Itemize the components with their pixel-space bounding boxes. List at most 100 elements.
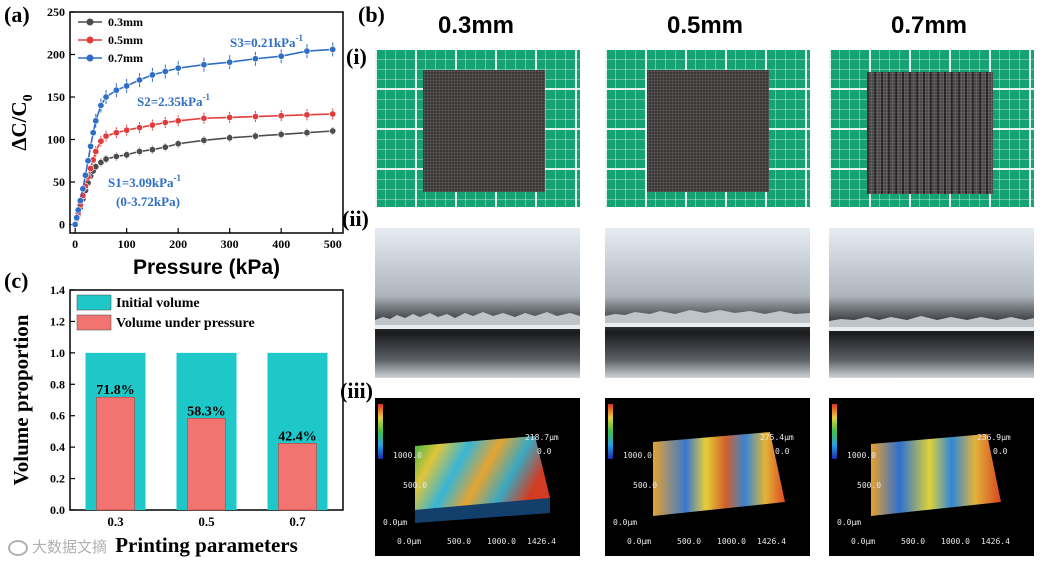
svg-text:500.0: 500.0 [403, 481, 427, 490]
y-tick-label: 0 [59, 218, 65, 232]
film-profile-0-7mm [829, 316, 1034, 331]
colorbar [608, 404, 613, 459]
data-point-0.5mm [161, 119, 169, 127]
data-point-0.5mm [102, 132, 110, 140]
legend-swatch [76, 294, 112, 311]
x-tick-label: 0 [72, 237, 78, 251]
row-label-i: (i) [346, 44, 367, 69]
svg-text:1426.4: 1426.4 [527, 537, 556, 546]
legend-label: Initial volume [116, 296, 200, 311]
y-tick-label: 50 [53, 175, 65, 189]
watermark: 大数据文摘 [8, 536, 107, 557]
data-point-0.7mm [71, 221, 79, 229]
printed-sample-0-5mm [647, 70, 769, 192]
x-tick-label: 200 [169, 237, 187, 251]
legend-marker [86, 36, 94, 44]
data-point-0.3mm [102, 155, 110, 163]
data-point-0.7mm [89, 129, 97, 137]
svg-text:1426.4: 1426.4 [757, 537, 786, 546]
data-point-0.5mm [92, 147, 100, 155]
data-point-0.5mm [329, 110, 337, 118]
data-point-0.3mm [329, 127, 337, 135]
data-point-0.5mm [123, 126, 131, 134]
x-tick-label: 400 [272, 237, 290, 251]
data-point-0.3mm [226, 134, 234, 142]
topography-render-0-3mm: 218.7μm 0.0 1000.0 500.0 0.0μm 0.0μm 500… [378, 404, 559, 546]
panel-label-b: (b) [358, 2, 385, 27]
y-tick-label: 250 [47, 5, 65, 19]
svg-text:500.0: 500.0 [447, 537, 471, 546]
s1-label: S1=3.09kPa-1 [108, 173, 182, 190]
data-point-0.5mm [97, 137, 105, 145]
y-tick-label: 0.2 [50, 472, 65, 486]
data-point-0.3mm [112, 153, 120, 161]
data-point-0.5mm [200, 114, 208, 122]
data-point-0.7mm [73, 214, 81, 222]
chart-a-axes: 0 100 200 300 400 500 0 50 100 150 200 250 Pressure … [7, 5, 344, 279]
bar-data-label: 71.8% [96, 383, 135, 398]
y-tick-label: 0.6 [50, 409, 65, 423]
x-tick-label: 0.3 [107, 514, 124, 529]
data-point-0.7mm [277, 52, 285, 60]
legend-label: 0.3mm [108, 15, 143, 29]
bar-volume-under-pressure [187, 418, 226, 511]
svg-text:1000.0: 1000.0 [717, 537, 746, 546]
legend-label: Volume under pressure [116, 316, 255, 331]
svg-text:500.0: 500.0 [633, 481, 657, 490]
data-point-0.7mm [226, 58, 234, 66]
bar-data-label: 58.3% [187, 404, 226, 419]
topography-render-0-5mm: 275.4μm 0.0 1000.0 500.0 0.0μm 0.0μm 500… [608, 404, 794, 546]
svg-text:0.0: 0.0 [775, 447, 790, 456]
surface [871, 434, 1001, 516]
data-point-0.3mm [277, 130, 285, 138]
legend-label: 0.5mm [108, 33, 143, 47]
legend-marker [86, 18, 94, 26]
legend-swatch [76, 314, 112, 331]
surface [653, 432, 785, 516]
data-point-0.5mm [277, 112, 285, 120]
x-tick-label: 500 [324, 237, 342, 251]
x-tick-label: 0.5 [198, 514, 215, 529]
data-point-0.5mm [136, 124, 144, 132]
photo-top-view-0-5mm [605, 50, 810, 207]
svg-text:1000.0: 1000.0 [623, 451, 652, 460]
svg-text:1000.0: 1000.0 [487, 537, 516, 546]
chart-a-legend: 0.3mm 0.5mm 0.7mm [78, 15, 143, 65]
photo-top-view-0-7mm [829, 50, 1034, 207]
data-point-0.3mm [123, 151, 131, 159]
s3-label: S3=0.21kPa-1 [230, 33, 304, 50]
legend-label: 0.7mm [108, 51, 143, 65]
data-point-0.7mm [74, 206, 82, 214]
y-tick-label: 0.8 [50, 377, 65, 391]
data-point-0.7mm [92, 117, 100, 125]
svg-text:0.0μm: 0.0μm [627, 537, 651, 546]
panel-label-c: (c) [4, 268, 29, 293]
printed-sample-0-3mm [423, 70, 545, 192]
data-point-0.3mm [174, 140, 182, 148]
data-point-0.7mm [84, 157, 92, 165]
y-tick-label: 1.4 [50, 285, 65, 297]
data-point-0.5mm [251, 113, 259, 121]
data-point-0.3mm [200, 136, 208, 144]
x-tick-label: 0.7 [289, 514, 306, 529]
column-header-0-5mm: 0.5mm [666, 12, 744, 39]
printed-sample-0-7mm [867, 72, 993, 194]
data-point-0.5mm [148, 121, 156, 129]
data-point-0.3mm [97, 158, 105, 166]
svg-text:500.0: 500.0 [857, 481, 881, 490]
data-point-0.5mm [112, 129, 120, 137]
svg-text:500.0: 500.0 [901, 537, 925, 546]
photo-top-view-0-3mm [375, 50, 580, 207]
surface [415, 436, 550, 510]
row-label-iii: (iii) [340, 378, 373, 403]
data-point-0.7mm [200, 61, 208, 69]
photo-side-view-0-5mm [605, 228, 810, 378]
svg-text:0.0μm: 0.0μm [397, 537, 421, 546]
plot-frame [69, 11, 344, 234]
s2-label: S2=2.35kPa-1 [137, 92, 211, 109]
topography-0-5mm: 275.4μm 0.0 1000.0 500.0 0.0μm 0.0μm 500… [605, 398, 810, 556]
y-tick-label: 200 [47, 48, 65, 62]
photo-side-view-0-3mm [375, 228, 580, 378]
svg-text:1000.0: 1000.0 [847, 451, 876, 460]
svg-text:0.0: 0.0 [537, 447, 552, 456]
